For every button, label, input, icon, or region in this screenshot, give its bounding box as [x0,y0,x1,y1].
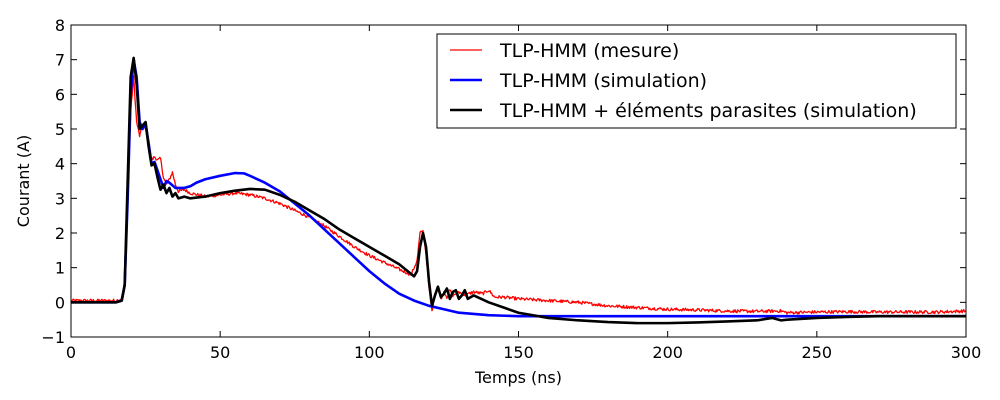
x-axis-title: Temps (ns) [474,368,562,387]
y-tick-label: 7 [55,51,65,70]
x-tick-label: 50 [210,343,230,362]
ticks-layer [70,24,967,338]
x-tick-label: 0 [66,343,76,362]
legend-label: TLP-HMM (simulation) [499,70,707,92]
x-tick-label: 150 [503,343,534,362]
y-tick-label: 2 [55,224,65,243]
y-tick-label: −1 [41,328,65,347]
y-tick-label: 0 [55,293,65,312]
x-tick-label: 200 [652,343,683,362]
legend-label: TLP-HMM (mesure) [499,40,679,62]
legend-box [436,33,957,129]
y-tick-label: 4 [55,155,65,174]
series-line-parasitic-simulation [71,56,966,325]
y-tick-label: 3 [55,189,65,208]
y-tick-label: 1 [55,259,65,278]
y-tick-label: 6 [55,85,65,104]
series-line-measure [71,75,966,315]
x-tick-label: 300 [951,343,982,362]
y-tick-label: 5 [55,120,65,139]
legend: TLP-HMM (mesure) TLP-HMM (simulation) TLP-… [436,33,957,129]
y-tick-label: 8 [55,16,65,35]
x-tick-label: 250 [802,343,833,362]
x-tick-label: 100 [354,343,385,362]
y-axis-title: Courant (A) [14,135,33,227]
legend-label: TLP-HMM + éléments parasites (simulation… [499,100,917,122]
series-layer [71,56,966,325]
